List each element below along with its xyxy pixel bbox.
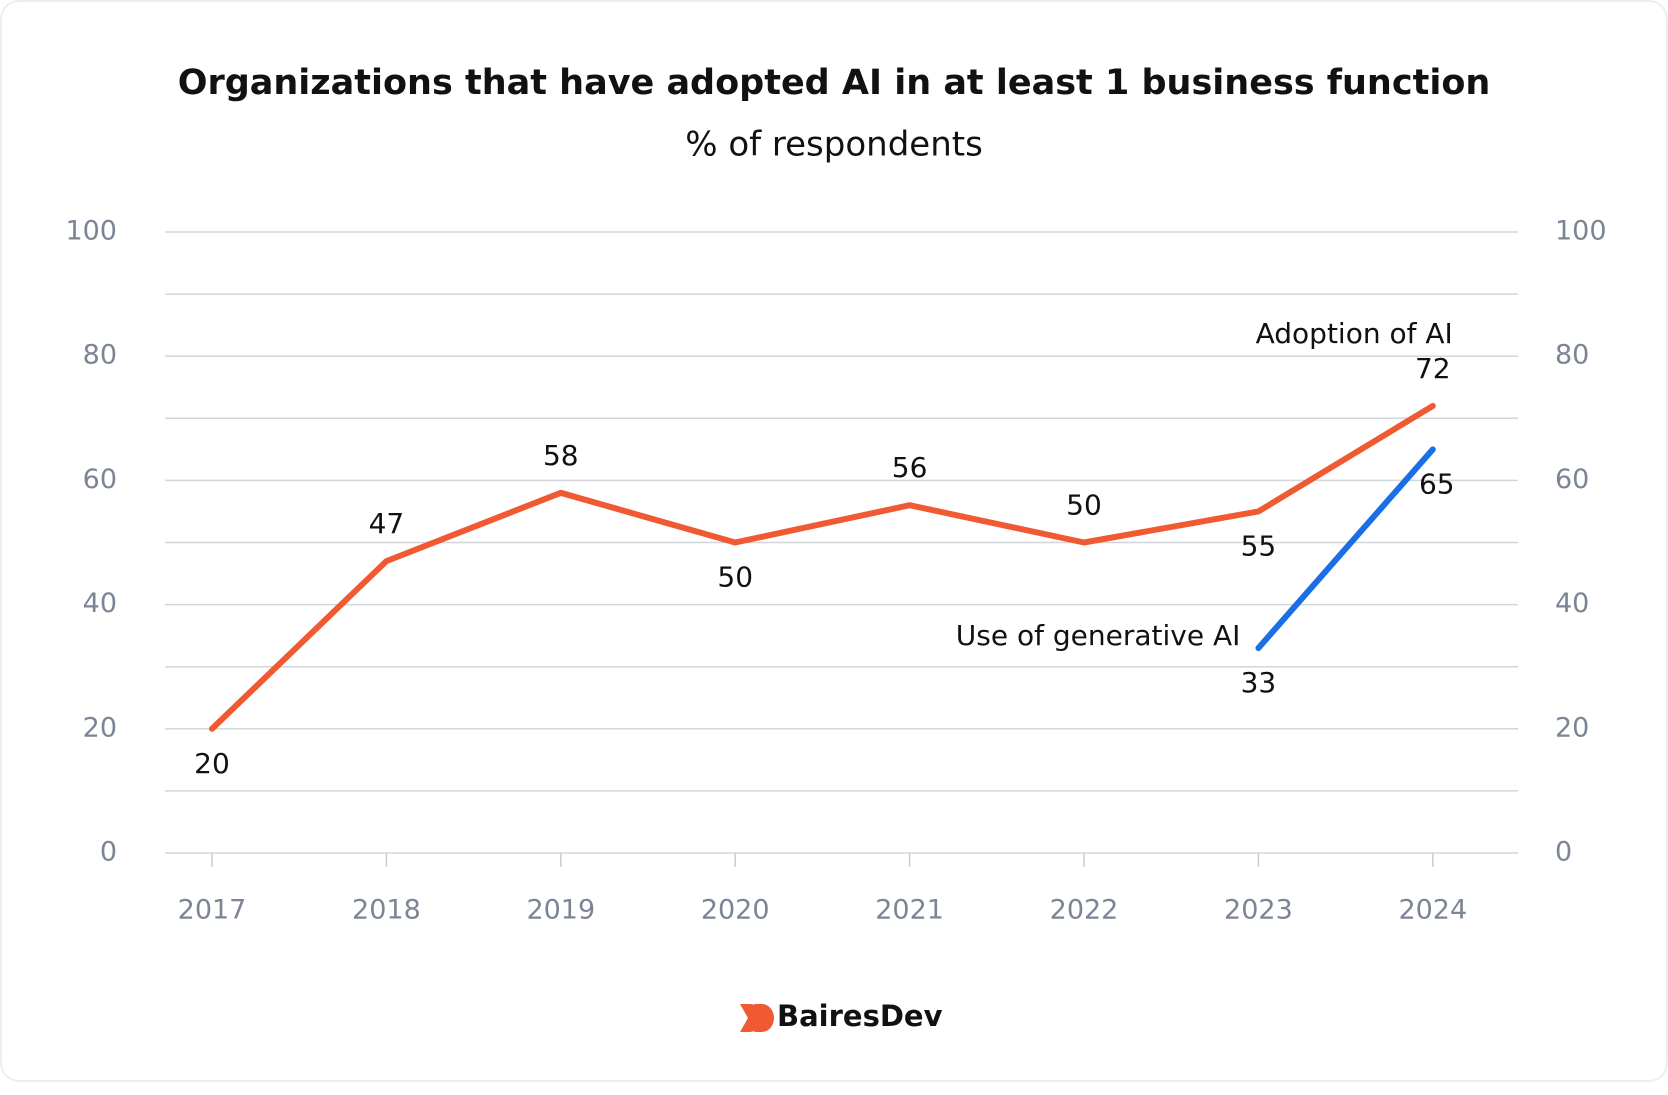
x-tick-label: 2019 <box>526 895 595 926</box>
series-label: Use of generative AI <box>956 619 1241 652</box>
chart-title: Organizations that have adopted AI in at… <box>178 63 1491 103</box>
x-tick-label: 2022 <box>1050 895 1119 926</box>
data-label: 50 <box>717 561 753 594</box>
x-tick-label: 2024 <box>1398 895 1467 926</box>
x-tick-label: 2021 <box>875 895 944 926</box>
series-label: Adoption of AI <box>1256 317 1453 350</box>
logo-shape <box>740 1004 762 1032</box>
y2-tick-label: 40 <box>1555 588 1589 619</box>
data-label: 58 <box>543 439 579 472</box>
x-tick-label: 2017 <box>178 895 247 926</box>
y2-tick-label: 0 <box>1555 837 1572 868</box>
y-tick-label: 40 <box>83 588 117 619</box>
logo-shape <box>754 1004 774 1032</box>
series-line <box>1255 446 1436 652</box>
brand-name: BairesDev <box>777 999 943 1033</box>
data-label: 50 <box>1066 489 1102 522</box>
x-tick-label: 2020 <box>701 895 770 926</box>
series-line <box>209 402 1436 732</box>
y2-tick-label: 60 <box>1555 464 1589 495</box>
x-tick-label: 2023 <box>1224 895 1293 926</box>
brand-logo: BairesDev <box>740 999 943 1033</box>
y-tick-label: 100 <box>65 216 117 247</box>
y-tick-label: 60 <box>83 464 117 495</box>
y-tick-label: 0 <box>100 837 117 868</box>
data-label: 56 <box>892 451 928 484</box>
chart-subtitle: % of respondents <box>685 125 983 165</box>
data-label: 20 <box>194 747 230 780</box>
data-label: 47 <box>369 507 405 540</box>
y-tick-label: 20 <box>83 712 117 743</box>
y2-tick-label: 80 <box>1555 340 1589 371</box>
x-tick-label: 2018 <box>352 895 421 926</box>
y-tick-label: 80 <box>83 340 117 371</box>
y2-tick-label: 20 <box>1555 712 1589 743</box>
y2-tick-label: 100 <box>1555 216 1607 247</box>
data-label: 33 <box>1241 666 1277 699</box>
data-label: 72 <box>1415 352 1451 385</box>
data-label: 65 <box>1419 467 1455 500</box>
data-label: 55 <box>1241 529 1277 562</box>
